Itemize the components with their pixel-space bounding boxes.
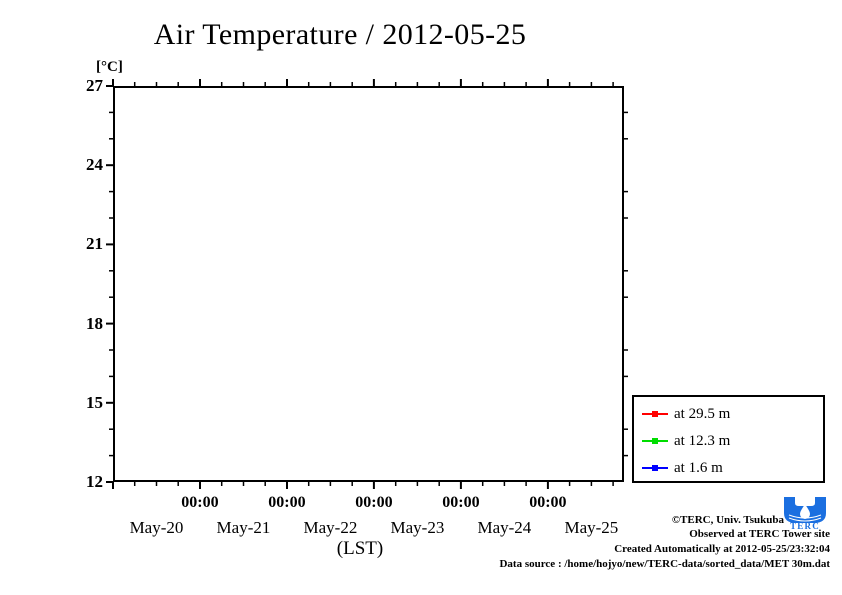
- page-title: Air Temperature / 2012-05-25: [153, 18, 527, 51]
- legend-swatch-2: [642, 462, 668, 474]
- legend-item-1[interactable]: at 12.3 m: [642, 430, 730, 452]
- y-tick-label-18: 18: [86, 313, 103, 333]
- degree-icon: °: [101, 59, 107, 75]
- x-time-label-2: 00:00: [355, 494, 393, 511]
- footer-observed: Observed at TERC Tower site: [689, 528, 830, 540]
- legend: at 29.5 m at 12.3 m at 1.6 m: [632, 395, 825, 483]
- x-date-label-3: May-23: [390, 518, 445, 537]
- y-tick-label-21: 21: [86, 234, 103, 254]
- legend-swatch-1: [642, 435, 668, 447]
- x-date-label-4: May-24: [477, 518, 532, 537]
- legend-label-2: at 1.6 m: [674, 459, 723, 476]
- x-date-label-2: May-22: [303, 518, 358, 537]
- legend-item-2[interactable]: at 1.6 m: [642, 457, 723, 479]
- legend-swatch-0: [642, 408, 668, 420]
- x-date-label-1: May-21: [216, 518, 271, 537]
- x-time-label-4: 00:00: [529, 494, 567, 511]
- footer-copyright: ©TERC, Univ. Tsukuba: [671, 514, 784, 526]
- legend-label-0: at 29.5 m: [674, 405, 731, 422]
- y-tick-label-27: 27: [86, 76, 103, 95]
- x-time-label-3: 00:00: [442, 494, 480, 511]
- plot-area: [113, 86, 624, 482]
- x-axis-title: (LST): [336, 538, 384, 559]
- y-tick-label-15: 15: [86, 392, 103, 412]
- svg-text:TERC: TERC: [790, 521, 820, 530]
- x-date-label-5: May-25: [564, 518, 619, 537]
- footer-datasource: Data source : /home/hojyo/new/TERC-data/…: [499, 558, 830, 570]
- footer-created: Created Automatically at 2012-05-25/23:3…: [614, 543, 830, 555]
- y-tick-label-24: 24: [86, 155, 103, 175]
- y-axis-unit-label: [°C]: [96, 59, 123, 75]
- x-date-label-0: May-20: [129, 518, 184, 537]
- terc-logo-icon: TERC: [784, 497, 826, 530]
- legend-label-1: at 12.3 m: [674, 432, 731, 449]
- x-time-label-1: 00:00: [268, 494, 306, 511]
- plot-frame: [113, 86, 624, 482]
- legend-item-0[interactable]: at 29.5 m: [642, 403, 730, 425]
- x-time-label-0: 00:00: [181, 494, 219, 511]
- y-tick-label-12: 12: [86, 472, 103, 491]
